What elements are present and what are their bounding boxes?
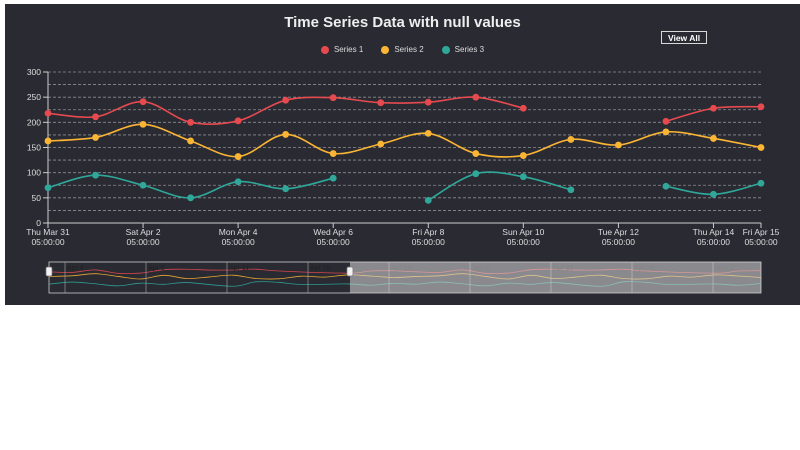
data-point-series-2[interactable]	[662, 128, 670, 136]
x-tick-label-time: 05:00:00	[412, 237, 445, 247]
x-tick-label-date: Wed Apr 6	[313, 227, 353, 237]
data-point-series-2[interactable]	[329, 150, 337, 157]
legend-marker-series-1	[320, 45, 329, 54]
y-tick-label: 150	[27, 143, 41, 153]
data-point-series-1[interactable]	[757, 103, 765, 111]
legend-label-series-1: Series 1	[333, 45, 364, 54]
data-point-series-2[interactable]	[710, 135, 717, 142]
data-point-series-3[interactable]	[234, 178, 242, 186]
y-tick-label: 200	[27, 117, 41, 127]
data-point-series-3[interactable]	[187, 194, 195, 202]
data-point-series-1[interactable]	[139, 98, 147, 106]
data-point-series-2[interactable]	[282, 131, 290, 138]
x-tick-label-time: 05:00:00	[222, 237, 255, 247]
data-point-series-2[interactable]	[44, 137, 52, 145]
legend-label-series-2: Series 2	[394, 45, 424, 54]
data-point-series-2[interactable]	[519, 152, 527, 159]
y-tick-label: 100	[27, 168, 41, 178]
y-tick-label: 300	[27, 67, 41, 77]
x-tick-label-date: Fri Apr 15	[743, 227, 780, 237]
data-point-series-1[interactable]	[519, 104, 527, 112]
data-point-series-1[interactable]	[329, 94, 337, 102]
data-point-series-1[interactable]	[710, 104, 717, 112]
data-point-series-2[interactable]	[377, 140, 385, 148]
series-line-3	[427, 171, 572, 202]
x-tick-label-time: 05:00:00	[317, 237, 350, 247]
data-point-series-3[interactable]	[567, 186, 575, 194]
data-point-series-3[interactable]	[710, 190, 717, 198]
data-point-series-1[interactable]	[92, 113, 99, 121]
navigator-handle-right[interactable]	[346, 266, 354, 277]
data-point-series-1[interactable]	[282, 96, 290, 104]
legend-item-series-3[interactable]: Series 3	[441, 45, 485, 54]
data-point-series-2[interactable]	[139, 120, 147, 128]
data-point-series-2[interactable]	[757, 144, 765, 151]
x-tick-label-time: 05:00:00	[697, 237, 730, 247]
data-point-series-1[interactable]	[472, 93, 480, 101]
chart-title: Time Series Data with null values	[284, 14, 521, 31]
x-tick-label-time: 05:00:00	[602, 237, 635, 247]
data-point-series-3[interactable]	[139, 181, 147, 189]
navigator-label: Apr 8	[148, 265, 165, 272]
data-point-series-3[interactable]	[329, 174, 337, 182]
data-point-series-3[interactable]	[424, 196, 432, 204]
x-tick-label-date: Thu Mar 31	[26, 227, 70, 237]
legend-item-series-2[interactable]: Series 2	[381, 45, 424, 54]
chart-panel: Time Series Data with null values View A…	[5, 4, 800, 305]
data-point-series-3[interactable]	[662, 182, 670, 190]
navigator-handle-left[interactable]	[45, 266, 53, 277]
x-tick-label-time: 05:00:00	[31, 237, 64, 247]
data-point-series-2[interactable]	[424, 130, 432, 137]
y-tick-label: 250	[27, 92, 41, 102]
navigator-label: Apr 15	[310, 265, 331, 272]
data-point-series-2[interactable]	[472, 150, 480, 157]
data-point-series-3[interactable]	[44, 184, 52, 192]
legend: Series 1 Series 2 Series 3	[5, 45, 800, 54]
data-point-series-1[interactable]	[662, 117, 670, 125]
data-point-series-2[interactable]	[92, 134, 99, 141]
data-point-series-2[interactable]	[234, 153, 242, 160]
x-tick-label-date: Sun Apr 10	[502, 227, 544, 237]
legend-label-series-3: Series 3	[454, 45, 485, 54]
data-point-series-1[interactable]	[187, 118, 195, 126]
data-point-series-3[interactable]	[757, 179, 765, 187]
navigator-unselected-mask	[349, 262, 761, 293]
x-tick-label-date: Mon Apr 4	[219, 227, 258, 237]
x-tick-label-time: 05:00:00	[507, 237, 540, 247]
y-tick-label: 50	[32, 193, 42, 203]
data-point-series-3[interactable]	[92, 171, 99, 179]
x-tick-label-date: Thu Apr 14	[693, 227, 735, 237]
data-point-series-1[interactable]	[377, 99, 385, 107]
data-point-series-2[interactable]	[615, 141, 622, 149]
x-tick-label-date: Fri Apr 8	[412, 227, 444, 237]
navigator-label: Apr 11	[229, 265, 249, 272]
data-point-series-3[interactable]	[472, 170, 480, 178]
data-point-series-3[interactable]	[282, 185, 290, 193]
x-tick-label-time: 05:00:00	[127, 237, 160, 247]
data-point-series-1[interactable]	[234, 117, 242, 125]
data-point-series-1[interactable]	[424, 98, 432, 106]
data-point-series-2[interactable]	[567, 136, 575, 143]
view-all-button[interactable]: View All	[661, 31, 707, 44]
y-tick-label: 0	[36, 218, 41, 228]
data-point-series-1[interactable]	[44, 109, 52, 117]
data-point-series-3[interactable]	[519, 173, 527, 181]
legend-item-series-1[interactable]: Series 1	[320, 45, 364, 54]
navigator-label: Apr 4	[67, 265, 84, 272]
legend-marker-series-2	[381, 45, 390, 54]
x-tick-label-time: 05:00:00	[744, 237, 777, 247]
series-line-2	[47, 123, 762, 158]
x-tick-label-date: Tue Apr 12	[598, 227, 640, 237]
x-tick-label-date: Sat Apr 2	[126, 227, 161, 237]
data-point-series-2[interactable]	[187, 137, 195, 145]
legend-marker-series-3	[441, 45, 450, 54]
